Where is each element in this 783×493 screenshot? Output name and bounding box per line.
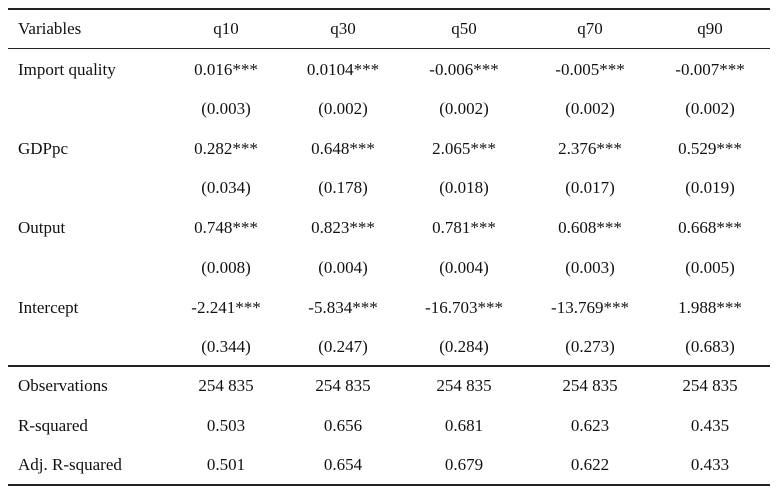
table-cell: -0.005*** xyxy=(555,60,625,79)
standard-error-row: (0.034) (0.178) (0.018) (0.017) (0.019) xyxy=(0,177,783,199)
table-cell: -2.241*** xyxy=(191,298,261,317)
row-label: Adj. R-squared xyxy=(18,455,122,474)
table-cell: (0.019) xyxy=(685,178,735,197)
table-cell: (0.247) xyxy=(318,337,368,356)
table-cell: (0.018) xyxy=(439,178,489,197)
table-cell: 0.501 xyxy=(206,455,246,474)
header-row: Variables q10 q30 q50 q70 q90 xyxy=(0,18,783,40)
table-cell: (0.034) xyxy=(201,178,251,197)
header-q10: q10 xyxy=(213,19,239,38)
header-q90: q90 xyxy=(697,19,723,38)
table-cell: 0.823*** xyxy=(311,218,375,237)
table-cell: 0.654 xyxy=(323,455,363,474)
table-cell: 254 835 xyxy=(436,376,492,395)
row-label: Output xyxy=(18,218,66,237)
table-cell: (0.005) xyxy=(685,258,735,277)
table-cell: -13.769*** xyxy=(551,298,629,317)
table-cell: 0.623 xyxy=(570,416,610,435)
coefficient-row: Intercept -2.241*** -5.834*** -16.703*** -13… xyxy=(0,297,783,319)
table-cell: (0.273) xyxy=(565,337,615,356)
table-cell: -0.007*** xyxy=(675,60,745,79)
table-cell: 0.781*** xyxy=(432,218,496,237)
table-cell: 0.622 xyxy=(570,455,610,474)
table-cell: 0.0104*** xyxy=(306,60,380,79)
row-label: R-squared xyxy=(18,416,88,435)
table-cell: 1.988*** xyxy=(678,298,742,317)
table-cell: (0.344) xyxy=(201,337,251,356)
table-cell: (0.002) xyxy=(439,99,489,118)
table-cell: 0.648*** xyxy=(311,139,375,158)
table-cell: 0.435 xyxy=(690,416,730,435)
table-cell: 2.065*** xyxy=(432,139,496,158)
header-q70: q70 xyxy=(577,19,603,38)
header-variables: Variables xyxy=(18,19,82,38)
coefficient-row: Import quality 0.016*** 0.0104*** -0.006***… xyxy=(0,59,783,81)
row-label: Observations xyxy=(18,376,108,395)
table-cell: (0.002) xyxy=(318,99,368,118)
table-cell: 0.668*** xyxy=(678,218,742,237)
stat-row: Observations 254 835 254 835 254 835 254 835… xyxy=(0,375,783,397)
table-cell: (0.008) xyxy=(201,258,251,277)
row-label: Import quality xyxy=(18,60,116,79)
table-cell: 2.376*** xyxy=(558,139,622,158)
table-cell: 254 835 xyxy=(198,376,254,395)
table-cell: (0.004) xyxy=(439,258,489,277)
standard-error-row: (0.008) (0.004) (0.004) (0.003) (0.005) xyxy=(0,257,783,279)
table-cell: (0.004) xyxy=(318,258,368,277)
table-cell: -5.834*** xyxy=(308,298,378,317)
row-label: Intercept xyxy=(18,298,79,317)
coefficient-row: GDPpc 0.282*** 0.648*** 2.065*** 2.376*** 0.5… xyxy=(0,138,783,160)
table-cell: 0.608*** xyxy=(558,218,622,237)
table-cell: 0.748*** xyxy=(194,218,258,237)
table-cell: (0.683) xyxy=(685,337,735,356)
table-cell: (0.178) xyxy=(318,178,368,197)
table-cell: (0.002) xyxy=(565,99,615,118)
table-cell: 0.681 xyxy=(444,416,484,435)
table-cell: 254 835 xyxy=(682,376,738,395)
table-cell: 0.433 xyxy=(690,455,730,474)
table-cell: (0.003) xyxy=(201,99,251,118)
table-cell: (0.284) xyxy=(439,337,489,356)
stats-rule xyxy=(8,365,770,367)
table-cell: 0.679 xyxy=(444,455,484,474)
table-cell: 0.656 xyxy=(323,416,363,435)
header-q50: q50 xyxy=(451,19,477,38)
standard-error-row: (0.344) (0.247) (0.284) (0.273) (0.683) xyxy=(0,336,783,358)
table-cell: (0.002) xyxy=(685,99,735,118)
table-cell: 0.282*** xyxy=(194,139,258,158)
header-q30: q30 xyxy=(330,19,356,38)
header-rule xyxy=(8,48,770,49)
stat-row: Adj. R-squared 0.501 0.654 0.679 0.622 0.433 xyxy=(0,454,783,476)
top-rule xyxy=(8,8,770,10)
table-cell: 0.529*** xyxy=(678,139,742,158)
coefficient-row: Output 0.748*** 0.823*** 0.781*** 0.608*** 0.… xyxy=(0,217,783,239)
table-cell: 0.016*** xyxy=(194,60,258,79)
table-cell: (0.017) xyxy=(565,178,615,197)
table-cell: -16.703*** xyxy=(425,298,503,317)
table-cell: 254 835 xyxy=(562,376,618,395)
row-label: GDPpc xyxy=(18,139,69,158)
table-cell: 0.503 xyxy=(206,416,246,435)
table-cell: 254 835 xyxy=(315,376,371,395)
stat-row: R-squared 0.503 0.656 0.681 0.623 0.435 xyxy=(0,415,783,437)
table-cell: -0.006*** xyxy=(429,60,499,79)
bottom-rule xyxy=(8,484,770,486)
table-cell: (0.003) xyxy=(565,258,615,277)
standard-error-row: (0.003) (0.002) (0.002) (0.002) (0.002) xyxy=(0,98,783,120)
